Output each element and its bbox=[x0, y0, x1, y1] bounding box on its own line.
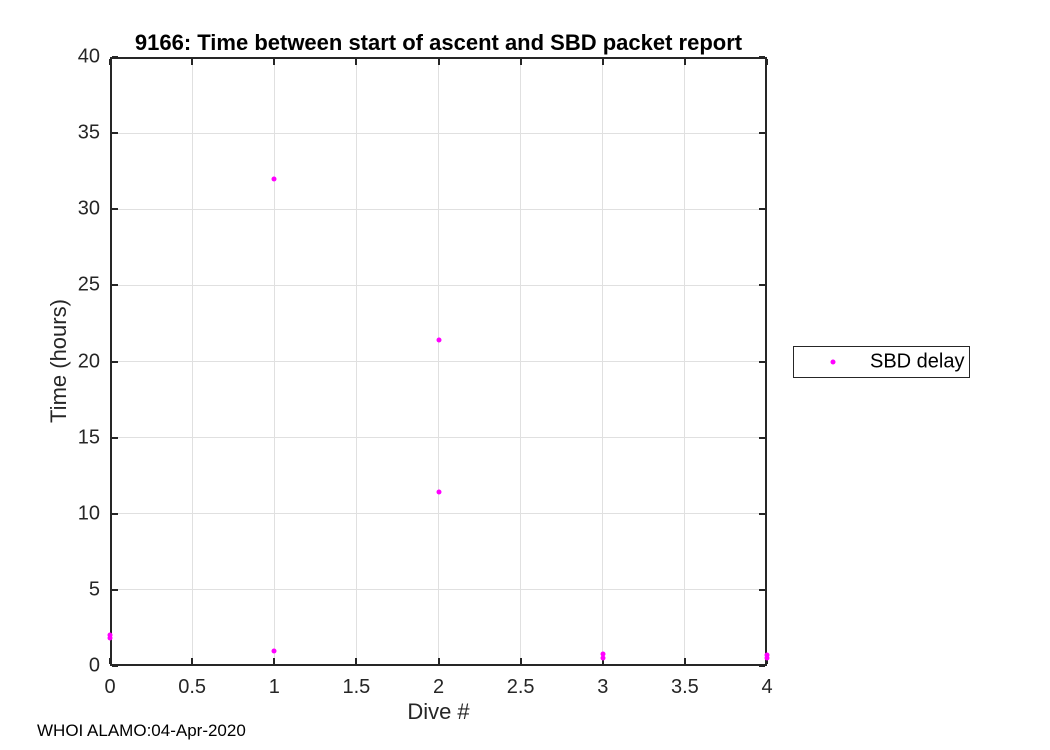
y-tick-label: 20 bbox=[77, 350, 100, 372]
y-tick-mark bbox=[112, 665, 118, 667]
x-tick-label: 0.5 bbox=[178, 676, 207, 698]
y-tick-mark-right bbox=[759, 56, 765, 58]
x-tick-mark bbox=[273, 658, 276, 664]
x-tick-mark bbox=[355, 658, 358, 664]
x-tick-mark-top bbox=[109, 59, 111, 65]
y-tick-label: 30 bbox=[77, 197, 100, 220]
y-gridline bbox=[112, 208, 765, 210]
y-tick-mark-right bbox=[759, 665, 765, 667]
x-tick-mark-top bbox=[766, 59, 768, 65]
x-tick-mark-top bbox=[191, 59, 194, 65]
y-gridline bbox=[112, 437, 765, 439]
x-tick-mark bbox=[601, 658, 604, 664]
x-tick-mark-top bbox=[519, 59, 522, 65]
y-tick-label: 10 bbox=[77, 502, 100, 525]
x-tick-label: 3 bbox=[597, 676, 609, 698]
y-tick-label: 5 bbox=[88, 578, 100, 601]
y-tick-mark bbox=[112, 208, 118, 211]
legend-label: SBD delay bbox=[870, 350, 965, 373]
data-point bbox=[436, 337, 441, 343]
x-tick-label: 2.5 bbox=[506, 676, 535, 698]
y-gridline bbox=[112, 589, 765, 591]
data-point bbox=[600, 651, 606, 657]
y-tick-mark-right bbox=[759, 360, 765, 363]
data-point bbox=[764, 652, 770, 658]
x-tick-label: 2 bbox=[432, 676, 445, 698]
x-tick-mark-top bbox=[273, 59, 276, 65]
legend-marker-dot-icon bbox=[830, 359, 836, 365]
y-tick-label: 0 bbox=[88, 654, 100, 677]
y-tick-label: 15 bbox=[77, 426, 100, 449]
y-gridline bbox=[112, 361, 765, 362]
y-tick-mark-right bbox=[759, 132, 765, 135]
x-tick-label: 1.5 bbox=[342, 676, 371, 698]
y-gridline bbox=[112, 132, 765, 134]
y-tick-label: 40 bbox=[77, 45, 100, 68]
y-tick-label: 35 bbox=[77, 121, 100, 144]
x-tick-mark-top bbox=[601, 59, 604, 65]
data-point bbox=[271, 648, 277, 654]
y-tick-mark-right bbox=[759, 208, 765, 211]
y-tick-mark-right bbox=[759, 284, 765, 287]
x-tick-mark bbox=[437, 658, 440, 664]
x-tick-mark bbox=[109, 658, 111, 664]
y-tick-mark bbox=[112, 436, 118, 439]
data-point bbox=[764, 655, 770, 661]
data-point bbox=[271, 176, 277, 182]
y-tick-mark-right bbox=[759, 512, 765, 515]
y-tick-mark bbox=[112, 132, 118, 135]
data-point bbox=[107, 635, 113, 641]
x-tick-mark bbox=[766, 658, 768, 664]
y-tick-mark bbox=[112, 588, 118, 591]
x-tick-label: 1 bbox=[268, 676, 280, 698]
data-point bbox=[436, 489, 441, 495]
y-gridline bbox=[112, 284, 765, 286]
x-tick-label: 4 bbox=[761, 676, 773, 698]
y-tick-mark bbox=[112, 360, 118, 363]
x-tick-mark bbox=[191, 658, 194, 664]
x-tick-mark bbox=[519, 658, 522, 664]
x-tick-mark-top bbox=[437, 59, 440, 65]
data-point bbox=[600, 655, 606, 661]
y-tick-mark bbox=[112, 512, 118, 515]
x-tick-mark-top bbox=[683, 59, 686, 65]
legend: SBD delay bbox=[793, 346, 970, 378]
y-tick-mark bbox=[112, 284, 118, 287]
x-tick-mark bbox=[683, 658, 686, 664]
watermark-text: WHOI ALAMO:04-Apr-2020 bbox=[37, 721, 246, 740]
y-tick-label: 25 bbox=[77, 273, 100, 296]
plot-area bbox=[110, 57, 767, 666]
y-tick-mark bbox=[112, 56, 118, 58]
x-tick-mark-top bbox=[355, 59, 358, 65]
x-tick-label: 0 bbox=[104, 676, 116, 698]
chart-title: 9166: Time between start of ascent and S… bbox=[134, 30, 743, 55]
data-point bbox=[107, 632, 113, 638]
x-tick-label: 3.5 bbox=[670, 676, 699, 698]
x-axis-label: Dive # bbox=[407, 699, 470, 724]
y-gridline bbox=[112, 513, 765, 515]
y-tick-mark-right bbox=[759, 588, 765, 591]
y-tick-mark-right bbox=[759, 436, 765, 439]
